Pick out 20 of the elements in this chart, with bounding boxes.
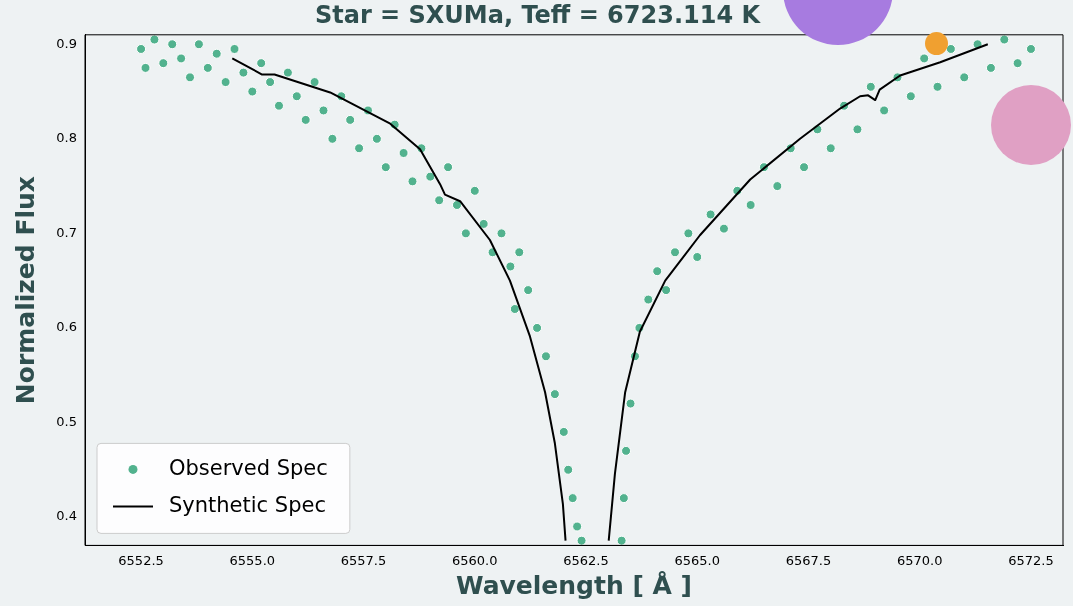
x-tick-label: 6557.5 (340, 552, 387, 568)
x-tick-label: 6560.0 (452, 552, 498, 568)
y-tick-label: 0.5 (56, 413, 77, 429)
legend-label: Observed Spec (169, 455, 328, 480)
x-tick-label: 6570.0 (896, 552, 943, 568)
x-tick-label: 6572.5 (1008, 552, 1054, 568)
x-tick-label: 6555.0 (229, 552, 276, 568)
legend-label: Synthetic Spec (169, 492, 326, 517)
x-tick-label: 6567.5 (785, 552, 832, 568)
x-tick-label: 6552.5 (118, 552, 164, 568)
y-tick-label: 0.7 (56, 224, 77, 240)
x-axis-title: Wavelength [ Å ] (455, 570, 693, 600)
y-tick-label: 0.8 (56, 130, 77, 146)
y-axis-title: Normalized Flux (10, 176, 40, 405)
x-tick-label: 6565.0 (674, 552, 720, 568)
y-tick-label: 0.4 (56, 508, 77, 524)
x-tick-label: 6562.5 (563, 552, 609, 568)
y-tick-label: 0.6 (56, 319, 77, 335)
y-tick-label: 0.9 (56, 35, 77, 51)
chart-title: Star = SXUMa, Teff = 6723.114 K (314, 0, 762, 29)
